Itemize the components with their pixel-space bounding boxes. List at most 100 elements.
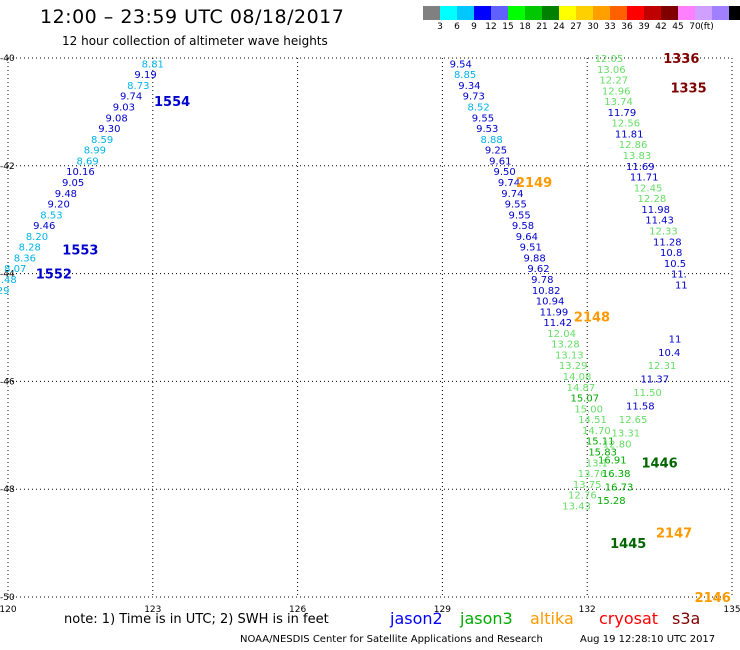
legend-tick-label: 30	[587, 22, 599, 32]
wave-height-label: 11.	[671, 270, 687, 281]
wave-height-label: 9.51	[520, 243, 542, 254]
wave-height-label: 9.58	[512, 221, 534, 232]
wave-height-label: 16.38	[602, 469, 631, 480]
wave-height-label: 10.16	[66, 167, 95, 178]
legend-swatch	[576, 6, 593, 20]
wave-height-label: 9.53	[476, 124, 498, 135]
legend-tick-label: 12	[485, 22, 497, 32]
wave-height-label: 9.64	[516, 232, 538, 243]
wave-height-label: 11.98	[641, 205, 670, 216]
wave-height-label: 15.28	[597, 496, 626, 507]
wave-height-label: 9.73	[463, 92, 485, 103]
legend-swatch	[508, 6, 525, 20]
wave-height-label: 9.46	[33, 221, 55, 232]
y-tick-label: -42	[0, 162, 15, 172]
legend-tick-label: 39	[638, 22, 650, 32]
wave-height-label: 14.51	[578, 415, 607, 426]
wave-height-label: 9.78	[531, 275, 553, 286]
wave-height-label: 11.79	[608, 108, 637, 119]
map-subtitle: 12 hour collection of altimeter wave hei…	[62, 34, 328, 48]
legend-tick-label: 45	[672, 22, 684, 32]
wave-height-label: 15.00	[574, 404, 603, 415]
wave-height-label: 11.58	[626, 402, 655, 413]
legend-swatch	[712, 6, 729, 20]
legend-swatch	[695, 6, 712, 20]
wave-height-label: 8.20	[26, 232, 48, 243]
legend-swatch	[661, 6, 678, 20]
legend-tick-label: 6	[454, 22, 460, 32]
wave-height-label: 15.11	[586, 437, 615, 448]
pass-time-label: 2146	[695, 591, 731, 606]
legend-swatch	[627, 6, 644, 20]
map-title: 12:00 – 23:59 UTC 08/18/2017	[40, 6, 345, 28]
y-tick-label: -46	[0, 377, 15, 387]
wave-height-label: 14.87	[567, 383, 596, 394]
legend-tick-label: 27	[570, 22, 582, 32]
wave-height-label: 9.48	[55, 189, 77, 200]
wave-height-label: 9.74	[498, 178, 520, 189]
wave-height-label: 11	[669, 334, 682, 345]
wave-height-label: 8.99	[84, 146, 106, 157]
wave-height-label: 9.74	[501, 189, 523, 200]
wave-height-label: 12.45	[634, 183, 663, 194]
legend-swatch	[559, 6, 576, 20]
legend-swatch	[474, 6, 491, 20]
wave-height-label: 16.91	[598, 456, 627, 467]
footnote: note: 1) Time is in UTC; 2) SWH is in fe…	[64, 612, 329, 627]
y-tick-label: -50	[0, 593, 15, 603]
x-tick-label: 123	[144, 605, 161, 615]
pass-time-label: 2148	[574, 311, 610, 326]
wave-height-label: 13.74	[604, 97, 633, 108]
x-tick-label: 120	[0, 605, 17, 615]
legend-tick-labels: 3 6 9 12 15 18 21 24 27 30 33 36 39 42 45 70 (ft)	[423, 20, 740, 32]
legend-swatches	[423, 6, 740, 20]
wave-height-label: 12.27	[599, 76, 628, 87]
wave-height-label: 9.30	[98, 124, 120, 135]
wave-height-label: 13.13	[555, 350, 584, 361]
wave-height-label: 9.20	[48, 200, 70, 211]
legend-tick-label: 18	[519, 22, 531, 32]
y-tick-label: -48	[0, 485, 15, 495]
legend-tick-label: 36	[621, 22, 633, 32]
legend-tick-label: 24	[553, 22, 565, 32]
wave-height-label: 13.83	[623, 151, 652, 162]
wave-height-label: 9.55	[472, 113, 494, 124]
wave-height-label: 12.04	[547, 329, 576, 340]
legend-tick-label: 42	[655, 22, 667, 32]
legend-swatch	[644, 6, 661, 20]
legend-tick-label: 33	[604, 22, 616, 32]
satellite-cryosat: cryosat	[599, 609, 659, 628]
wave-height-label: 12.56	[611, 119, 640, 130]
wave-height-label: 11.37	[640, 375, 669, 386]
satellite-altika: altika	[530, 609, 574, 628]
wave-height-label: 12.65	[619, 415, 648, 426]
wave-height-label: 11.81	[615, 129, 644, 140]
satellite-jason2: jason2	[390, 609, 443, 628]
wave-height-label: 13.29	[559, 361, 588, 372]
wave-height-label: 15.07	[570, 394, 599, 405]
wave-height-label: 8.53	[40, 210, 62, 221]
pass-time-label: 1335	[670, 82, 706, 97]
wave-height-label: 8.69	[77, 156, 99, 167]
x-tick-label: 135	[723, 605, 740, 615]
wave-height-label: 8.36	[14, 253, 36, 264]
legend-swatch	[525, 6, 542, 20]
legend-tick-label: 70	[689, 22, 701, 32]
pass-time-label: 1446	[642, 456, 678, 471]
pass-time-label: 1554	[154, 95, 190, 110]
legend-swatch	[423, 6, 440, 20]
wave-height-label: 9.54	[450, 59, 472, 70]
x-tick-label: 132	[579, 605, 596, 615]
legend-swatch	[678, 6, 695, 20]
wave-height-label: 12.31	[648, 361, 677, 372]
wave-height-label: 13.06	[597, 65, 626, 76]
x-tick-label: 129	[434, 605, 451, 615]
legend-swatch	[593, 6, 610, 20]
wave-height-label: 13.1	[586, 458, 608, 469]
wave-height-label: 12.96	[602, 86, 631, 97]
pass-time-label: 1445	[610, 537, 646, 552]
wave-height-label: 9.62	[527, 264, 549, 275]
wave-height-label: 9.03	[113, 103, 135, 114]
wave-height-label: 11.42	[543, 318, 572, 329]
wave-height-label: 11	[675, 280, 688, 291]
